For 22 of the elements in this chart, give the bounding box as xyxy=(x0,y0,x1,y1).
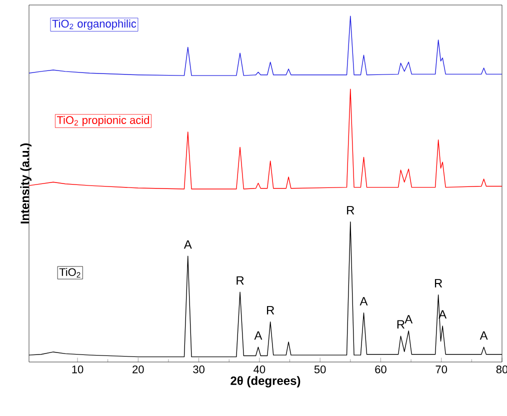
annotation: R xyxy=(434,279,442,288)
x-tick-label: 60 xyxy=(375,366,386,374)
x-tick-label: 20 xyxy=(132,366,144,374)
annotation: R xyxy=(236,276,244,285)
y-axis-title: Intensity (a.u.) xyxy=(20,143,32,224)
annotation: R xyxy=(267,306,274,314)
annotation: R xyxy=(347,206,354,214)
annotation: A xyxy=(254,331,262,340)
text: TiO$_{2}$ propionic acid xyxy=(56,116,149,126)
x-tick-label: 70 xyxy=(436,366,448,374)
annotation: A xyxy=(184,240,192,249)
x-axis-title: 2θ (degrees) xyxy=(230,376,300,388)
text: TiO$_{2}$ organophilic xyxy=(52,20,136,30)
x-tick-label: 30 xyxy=(193,366,204,374)
x-tick-label: 50 xyxy=(314,366,326,374)
text: TiO$_{2}$ xyxy=(59,268,80,278)
x-tick-label: 40 xyxy=(254,366,266,374)
annotation: R xyxy=(397,320,405,329)
x-tick-label: 10 xyxy=(72,366,84,374)
annotation: A xyxy=(404,315,413,324)
annotation: A xyxy=(480,331,488,340)
annotation: A xyxy=(360,297,368,306)
